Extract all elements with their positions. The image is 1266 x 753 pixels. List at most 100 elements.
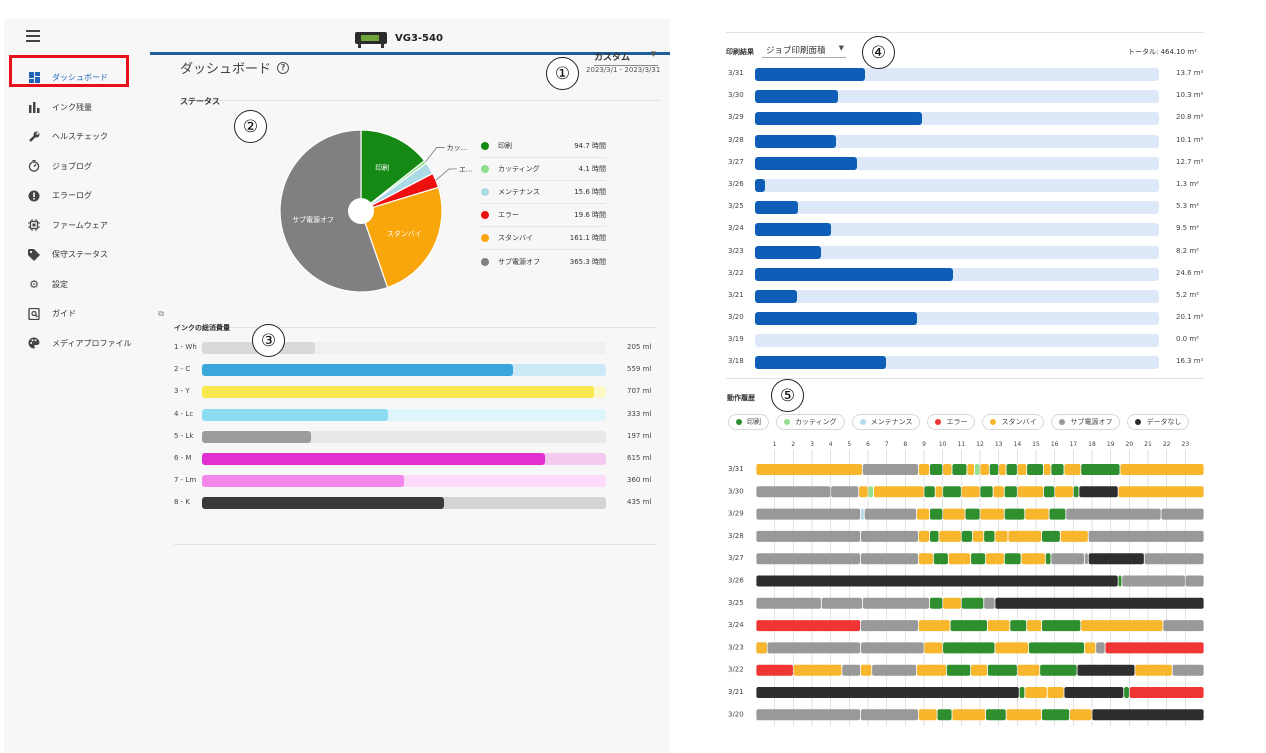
device-header: VG3-540 [353,27,443,49]
pie-slice-4[interactable] [360,186,443,289]
help-icon[interactable]: ? [277,61,290,74]
sidebar-item-maintenance-status[interactable]: 保守ステータス [12,240,162,270]
ink-section-title: インクの総消費量 [174,324,230,332]
legend-chip-o[interactable]: サブ電源オフ [1051,414,1121,430]
print-result-track [755,312,1159,326]
guide-icon [28,307,40,320]
sidebar-item-dashboard[interactable]: ダッシュボード [12,63,162,93]
print-result-date: 3/27 [728,157,744,166]
history-segment [1017,664,1040,676]
history-segment [1042,530,1060,542]
timer-icon [28,160,40,172]
history-segment [756,575,1118,587]
hour-tick-label: 23 [1182,441,1190,448]
ink-name: 4 - Lc [174,409,194,418]
history-segment [1047,687,1064,698]
divider [180,100,660,101]
date-range-text: 2023/3/1 - 2023/3/31 [586,66,661,74]
hour-tick-label: 14 [1014,441,1022,448]
sidebar-item-ink-level[interactable]: インク残量 [12,93,162,123]
app-bar: VG3-540 [4,19,670,55]
legend-chip-m[interactable]: メンテナンス [851,414,921,430]
print-result-row: 3/30 10.3 m² [726,85,1204,107]
print-metric-value: ジョブ印刷面積 [766,46,826,56]
history-segment [943,486,961,498]
history-segment [1064,687,1124,698]
ink-value: 615 ml [627,453,652,462]
history-segment [1027,464,1044,475]
print-result-date: 3/23 [728,246,744,255]
pie-slice-0[interactable] [360,129,426,213]
legend-row: エラー 19.6 時間 [480,204,606,227]
print-result-date: 3/29 [728,113,744,122]
history-segment [1084,553,1088,565]
status-section-title: ステータス [180,97,220,106]
print-total: トータル: 464.10 m² [1128,48,1197,56]
print-result-value: 20.1 m² [1176,313,1204,322]
print-result-date: 3/22 [728,268,744,277]
history-segment [756,687,1019,698]
legend-value: 365.3 時間 [569,257,606,266]
legend-chip-p[interactable]: 印刷 [728,414,769,430]
legend-color-dot [990,419,997,425]
legend-label: 印刷 [498,142,512,150]
sidebar-item-job-log[interactable]: ジョブログ [12,152,162,182]
legend-label: エラー [946,418,968,426]
ink-name: 1 - Wh [174,343,197,351]
sidebar-item-label: 設定 [52,279,68,289]
history-segment [943,597,961,609]
history-segment [1077,664,1135,676]
ink-row: 8 - K 435 ml [174,492,656,514]
history-segment [756,664,793,676]
hour-tick-label: 9 [922,441,926,448]
ink-value: 360 ml [627,476,652,485]
sidebar-item-health-check[interactable]: ヘルスチェック [12,122,162,152]
legend-label: カッティング [795,418,837,426]
history-timeline-chart: 1 2 3 4 5 6 7 8 9 10 11 12 13 14 15 16 17 18 19 20 21 22 233/3… [728,441,1204,726]
date-range-select[interactable]: カスタム ▼ [594,50,658,66]
hour-tick-label: 3 [810,441,814,448]
history-segment [756,553,861,565]
legend-chip-c[interactable]: カッティング [776,414,845,430]
print-result-bar [755,312,917,326]
hour-tick-label: 21 [1144,441,1152,448]
legend-chip-e[interactable]: エラー [927,414,976,430]
legend-chip-n[interactable]: データなし [1127,414,1190,430]
history-segment [1118,486,1204,498]
pie-slice-5[interactable] [279,129,389,293]
sidebar-item-guide[interactable]: ガイド ⧉ [12,299,164,329]
print-metric-select[interactable]: ジョブ印刷面積 ▼ [762,44,846,58]
print-result-track [755,201,1159,215]
legend-label: スタンバイ [1001,418,1037,426]
divider [726,32,1204,33]
history-segment [995,642,1029,654]
print-result-date: 3/28 [728,135,744,144]
sidebar-item-firmware[interactable]: ファームウェア [12,211,162,241]
print-result-track [755,289,1159,303]
ink-row: 5 - Lk 197 ml [174,426,656,448]
sidebar-item-media-profile[interactable]: メディアプロファイル [12,329,162,359]
print-result-track [755,68,1159,81]
history-row-date: 3/30 [728,487,744,495]
ink-value: 333 ml [627,409,652,418]
history-row-date: 3/25 [728,599,744,607]
history-segment [864,508,917,520]
history-segment [1088,530,1204,542]
history-row-date: 3/23 [728,643,744,651]
sidebar-item-error-log[interactable]: エラーログ [12,181,162,211]
history-segment [1010,620,1027,632]
legend-chip-s[interactable]: スタンバイ [982,414,1045,430]
legend-value: 161.1 時間 [569,234,606,242]
pie-slice-label: カッ... [447,144,468,152]
history-segment [930,597,943,609]
menu-icon[interactable] [26,30,40,42]
history-segment [1043,464,1051,475]
legend-color-dot [859,419,866,425]
print-result-date: 3/18 [728,357,744,366]
history-segment [930,508,943,520]
hour-tick-label: 20 [1126,441,1134,448]
history-segment [1004,486,1017,498]
legend-row: スタンバイ 161.1 時間 [480,227,606,250]
sidebar-item-settings[interactable]: ⚙ 設定 [12,270,162,300]
hour-tick-label: 5 [847,441,851,448]
